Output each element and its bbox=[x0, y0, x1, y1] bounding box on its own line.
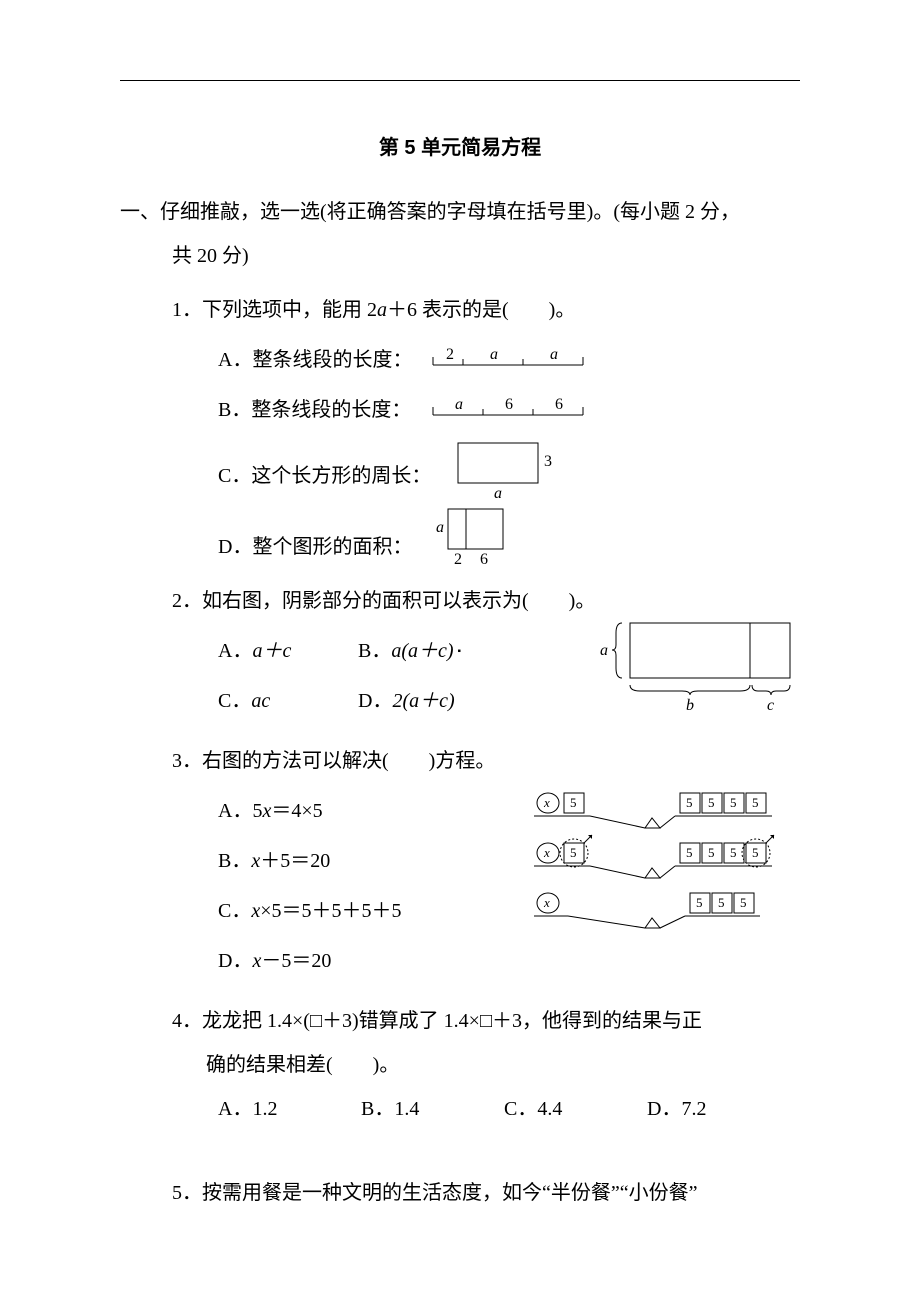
q1-options: A．整条线段的长度： 2 a a B．整条线段的长度： bbox=[172, 338, 800, 569]
svg-text:a: a bbox=[600, 642, 608, 659]
svg-text:c: c bbox=[767, 697, 774, 714]
svg-text:6: 6 bbox=[505, 396, 513, 413]
q3-stem: 3．右图的方法可以解决( )方程。 bbox=[172, 739, 800, 783]
section-line2: 共 20 分) bbox=[120, 234, 800, 278]
q2-row1: A．a＋c B．a(a＋c) bbox=[218, 629, 590, 673]
svg-text:a: a bbox=[490, 346, 498, 363]
svg-text:5: 5 bbox=[686, 795, 693, 810]
svg-text:6: 6 bbox=[480, 551, 488, 568]
q2-figure: a b c bbox=[600, 613, 800, 729]
svg-text:a: a bbox=[494, 485, 502, 502]
bullet-icon bbox=[454, 629, 466, 673]
q2-row2: C．ac D．2(a＋c) bbox=[218, 679, 590, 723]
svg-text:5: 5 bbox=[752, 795, 759, 810]
q1-figD: a 2 6 bbox=[428, 504, 528, 569]
q4-optD: D．7.2 bbox=[647, 1087, 790, 1131]
svg-text:a: a bbox=[550, 346, 558, 363]
q1-stem: 1．下列选项中，能用 2a＋6 表示的是( )。 bbox=[172, 288, 800, 332]
q1-optB-label: B．整条线段的长度： bbox=[218, 388, 428, 432]
q4-stem2: 确的结果相差( )。 bbox=[206, 1054, 399, 1076]
q1-optD-label: D．整个图形的面积： bbox=[218, 525, 428, 569]
q4-optC: C．4.4 bbox=[504, 1087, 647, 1131]
q3-optC: C．x×5＝5＋5＋5＋5 bbox=[218, 889, 520, 933]
svg-text:x: x bbox=[543, 845, 550, 860]
svg-text:5: 5 bbox=[686, 845, 693, 860]
svg-text:a: a bbox=[436, 519, 444, 536]
q2-optA: A．a＋c bbox=[218, 629, 358, 673]
q4-optA: A．1.2 bbox=[218, 1087, 361, 1131]
q3-figure: x 5 5 5 5 5 x 5 bbox=[530, 783, 800, 949]
svg-text:5: 5 bbox=[730, 845, 737, 860]
question-1: 1．下列选项中，能用 2a＋6 表示的是( )。 A．整条线段的长度： 2 a … bbox=[120, 288, 800, 569]
svg-text:3: 3 bbox=[544, 453, 552, 470]
q4-optB: B．1.4 bbox=[361, 1087, 504, 1131]
q3-optD: D．x－5＝20 bbox=[218, 939, 520, 983]
q1-optB: B．整条线段的长度： a 6 6 bbox=[218, 388, 800, 432]
svg-text:2: 2 bbox=[446, 346, 454, 363]
question-2: 2．如右图，阴影部分的面积可以表示为( )。 a b c A．a＋c B．a(a… bbox=[120, 579, 800, 729]
svg-text:5: 5 bbox=[570, 795, 577, 810]
svg-text:5: 5 bbox=[708, 845, 715, 860]
q2-optD: D．2(a＋c) bbox=[358, 679, 455, 723]
q1-stem-pre: 1．下列选项中，能用 2 bbox=[172, 299, 377, 321]
section-line1: 一、仔细推敲，选一选(将正确答案的字母填在括号里)。(每小题 2 分， bbox=[120, 201, 740, 223]
q3-optA: A．5x＝4×5 bbox=[218, 789, 520, 833]
page-title: 第 5 单元简易方程 bbox=[120, 131, 800, 160]
svg-text:5: 5 bbox=[708, 795, 715, 810]
question-5: 5．按需用餐是一种文明的生活态度，如今“半份餐”“小份餐” bbox=[120, 1171, 800, 1215]
svg-text:5: 5 bbox=[740, 895, 747, 910]
svg-text:5: 5 bbox=[730, 795, 737, 810]
svg-text:b: b bbox=[686, 697, 694, 714]
q1-optC: C．这个长方形的周长： 3 a bbox=[218, 438, 800, 498]
q4-stem1: 4．龙龙把 1.4×(□＋3)错算成了 1.4×□＋3，他得到的结果与正 bbox=[172, 1010, 702, 1032]
q1-stem-post: ＋6 表示的是( )。 bbox=[387, 299, 575, 321]
q1-figC: 3 a bbox=[448, 438, 568, 498]
svg-text:6: 6 bbox=[555, 396, 563, 413]
question-3: 3．右图的方法可以解决( )方程。 x 5 5 5 5 5 bbox=[120, 739, 800, 989]
q1-figA: 2 a a bbox=[428, 345, 598, 375]
svg-text:5: 5 bbox=[696, 895, 703, 910]
q1-optD: D．整个图形的面积： a 2 6 bbox=[218, 504, 800, 569]
svg-text:5: 5 bbox=[570, 845, 577, 860]
svg-text:5: 5 bbox=[752, 845, 759, 860]
top-rule bbox=[120, 80, 800, 81]
q4-options: A．1.2 B．1.4 C．4.4 D．7.2 bbox=[172, 1087, 800, 1131]
q2-optC: C．ac bbox=[218, 679, 358, 723]
q1-figB: a 6 6 bbox=[428, 395, 598, 425]
q4-stem: 4．龙龙把 1.4×(□＋3)错算成了 1.4×□＋3，他得到的结果与正 确的结… bbox=[172, 999, 800, 1087]
svg-text:a: a bbox=[455, 396, 463, 413]
q1-optA-label: A．整条线段的长度： bbox=[218, 338, 428, 382]
section-header: 一、仔细推敲，选一选(将正确答案的字母填在括号里)。(每小题 2 分， 共 20… bbox=[120, 190, 800, 278]
q1-optC-label: C．这个长方形的周长： bbox=[218, 454, 448, 498]
svg-text:2: 2 bbox=[454, 551, 462, 568]
q5-stem: 5．按需用餐是一种文明的生活态度，如今“半份餐”“小份餐” bbox=[172, 1171, 800, 1215]
q3-optB: B．x＋5＝20 bbox=[218, 839, 520, 883]
question-4: 4．龙龙把 1.4×(□＋3)错算成了 1.4×□＋3，他得到的结果与正 确的结… bbox=[120, 999, 800, 1131]
svg-text:5: 5 bbox=[718, 895, 725, 910]
svg-text:x: x bbox=[543, 795, 550, 810]
document-page: 第 5 单元简易方程 一、仔细推敲，选一选(将正确答案的字母填在括号里)。(每小… bbox=[0, 0, 920, 1255]
q1-optA: A．整条线段的长度： 2 a a bbox=[218, 338, 800, 382]
q2-optB: B．a(a＋c) bbox=[358, 629, 454, 673]
svg-text:x: x bbox=[543, 895, 550, 910]
q1-var: a bbox=[377, 299, 387, 321]
